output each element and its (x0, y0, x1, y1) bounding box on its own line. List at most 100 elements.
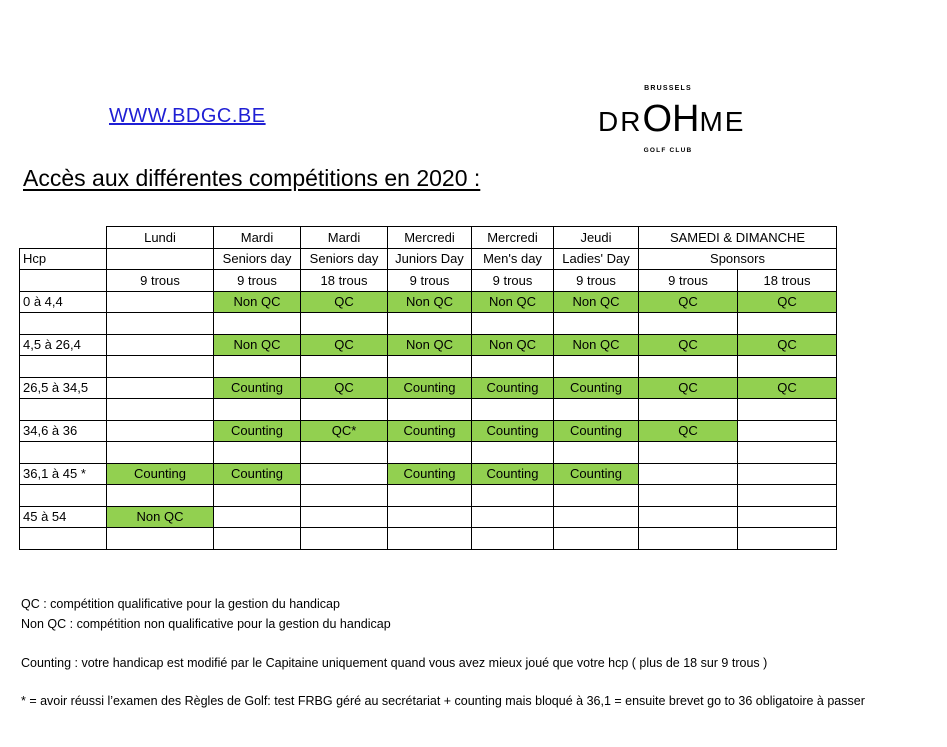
status-cell (106, 419, 214, 442)
blank-cell (387, 441, 472, 464)
data-rows: 0 à 4,4 Non QC QC Non QC Non QC Non QC QC QC 4,5… (19, 290, 837, 550)
day-header: Jeudi (553, 226, 639, 249)
website-link[interactable]: WWW.BDGC.BE (109, 105, 266, 127)
status-cell: QC (737, 376, 837, 399)
blank-cell (471, 355, 554, 378)
blank-cell (106, 527, 214, 550)
spacer-row (19, 312, 837, 335)
status-cell (471, 505, 554, 528)
blank-cell (19, 484, 107, 507)
hcp-range: 26,5 à 34,5 (19, 376, 107, 399)
hcp-range: 36,1 à 45 * (19, 462, 107, 485)
holes-header: 9 trous (213, 269, 301, 292)
status-cell (213, 505, 301, 528)
spacer-row (19, 527, 837, 550)
club-logo: BRUSSELS DROHME GOLF CLUB (598, 80, 746, 160)
status-cell (638, 505, 738, 528)
status-cell: Counting (471, 419, 554, 442)
event-header (106, 247, 214, 270)
status-cell (638, 462, 738, 485)
status-cell: Counting (213, 419, 301, 442)
status-cell: Non QC (213, 290, 301, 313)
status-cell: QC (638, 333, 738, 356)
blank-cell (106, 398, 214, 421)
status-cell (106, 333, 214, 356)
event-header: Men's day (471, 247, 554, 270)
note-counting: Counting : votre handicap est modifié pa… (21, 656, 768, 670)
table-row: 26,5 à 34,5 Counting QC Counting Counting Cou… (19, 376, 837, 399)
status-cell: Non QC (106, 505, 214, 528)
holes-header: 18 trous (737, 269, 837, 292)
status-cell: Counting (471, 462, 554, 485)
blank-cell (300, 312, 388, 335)
spacer-row (19, 484, 837, 507)
blank-cell (471, 312, 554, 335)
page-title: Accès aux différentes compétitions en 20… (23, 165, 481, 191)
blank-cell (300, 527, 388, 550)
spacer-row (19, 355, 837, 378)
event-header: Seniors day (213, 247, 301, 270)
table-row: 36,1 à 45 * Counting Counting Counting Count… (19, 462, 837, 485)
blank-cell (471, 527, 554, 550)
logo-top-text: BRUSSELS (644, 85, 692, 92)
day-header: Mercredi (471, 226, 554, 249)
blank-cell (553, 484, 639, 507)
note-qc: QC : compétition qualificative pour la g… (21, 597, 340, 611)
blank-cell (106, 441, 214, 464)
hcp-range: 0 à 4,4 (19, 290, 107, 313)
status-cell: Counting (213, 462, 301, 485)
status-cell: Counting (387, 462, 472, 485)
blank-cell (638, 312, 738, 335)
status-cell: Non QC (471, 333, 554, 356)
note-star: * = avoir réussi l’examen des Règles de … (21, 694, 865, 708)
status-cell: Non QC (471, 290, 554, 313)
blank-cell (387, 398, 472, 421)
blank-cell (638, 527, 738, 550)
status-cell: QC (737, 290, 837, 313)
blank-cell (737, 355, 837, 378)
status-cell: Counting (387, 419, 472, 442)
status-cell: QC (300, 333, 388, 356)
day-header: Mardi (300, 226, 388, 249)
blank-cell (553, 355, 639, 378)
status-cell: QC (638, 290, 738, 313)
event-header: Sponsors (638, 247, 837, 270)
blank-cell (387, 484, 472, 507)
status-cell: Non QC (553, 333, 639, 356)
blank-cell (553, 441, 639, 464)
holes-header: 9 trous (638, 269, 738, 292)
holes-header: 9 trous (553, 269, 639, 292)
status-cell: QC (638, 419, 738, 442)
blank-cell (471, 441, 554, 464)
hcp-label: Hcp (19, 247, 107, 270)
header-row-holes: 9 trous 9 trous 18 trous 9 trous 9 trous… (19, 269, 837, 292)
status-cell: Non QC (387, 333, 472, 356)
blank-cell (553, 398, 639, 421)
blank-cell (638, 355, 738, 378)
blank-cell (300, 355, 388, 378)
day-header: Mardi (213, 226, 301, 249)
competition-table: Lundi Mardi Mardi Mercredi Mercredi Jeud… (19, 226, 837, 550)
status-cell: Counting (106, 462, 214, 485)
blank-cell (638, 398, 738, 421)
blank-cell (553, 527, 639, 550)
status-cell: QC (737, 333, 837, 356)
status-cell: QC* (300, 419, 388, 442)
blank-cell (19, 527, 107, 550)
status-cell: Counting (553, 462, 639, 485)
status-cell (106, 376, 214, 399)
blank-cell (471, 484, 554, 507)
blank-cell (19, 355, 107, 378)
blank-cell (638, 484, 738, 507)
hcp-range: 4,5 à 26,4 (19, 333, 107, 356)
table-row: 0 à 4,4 Non QC QC Non QC Non QC Non QC QC QC (19, 290, 837, 313)
blank-cell (387, 355, 472, 378)
status-cell: QC (300, 376, 388, 399)
blank-cell (300, 441, 388, 464)
header-row-events: Hcp Seniors day Seniors day Juniors Day … (19, 247, 837, 270)
event-header: Juniors Day (387, 247, 472, 270)
logo-wordmark: DROHME (598, 98, 746, 140)
holes-header: 9 trous (387, 269, 472, 292)
event-header: Seniors day (300, 247, 388, 270)
status-cell: QC (638, 376, 738, 399)
